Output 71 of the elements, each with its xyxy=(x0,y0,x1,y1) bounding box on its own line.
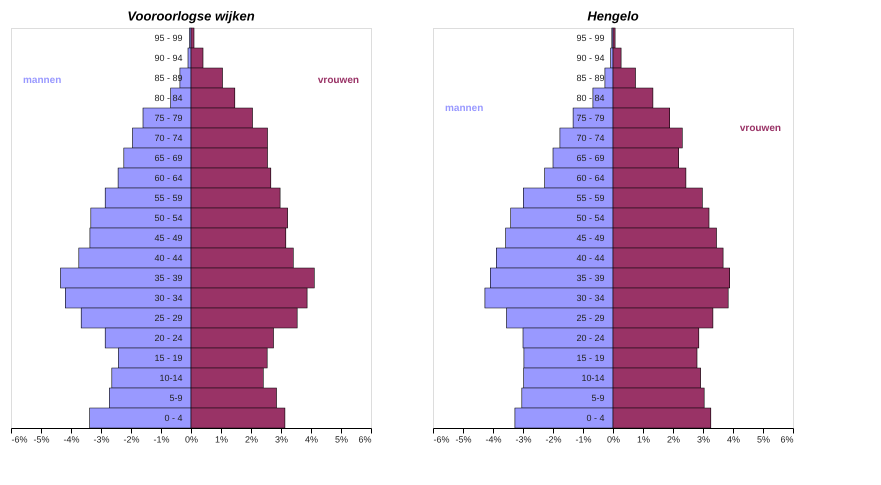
y-tick-label: 10-14 xyxy=(581,373,604,383)
chart-title: Vooroorlogse wijken xyxy=(127,8,255,24)
y-tick-label: 55 - 59 xyxy=(576,193,604,203)
x-tick-label: -6% xyxy=(12,434,28,444)
y-tick-label: 45 - 49 xyxy=(154,233,182,243)
chart-title: Hengelo xyxy=(587,8,639,24)
y-tick-label: 90 - 94 xyxy=(154,53,182,63)
y-tick-label: 65 - 69 xyxy=(154,153,182,163)
text: vrouwen xyxy=(318,75,359,86)
y-tick-label: 95 - 99 xyxy=(576,33,604,43)
y-tick-label: 45 - 49 xyxy=(576,233,604,243)
x-tick-label: 0% xyxy=(184,434,198,444)
y-tick-label: 20 - 24 xyxy=(154,333,182,343)
x-tick-label: 6% xyxy=(358,434,372,444)
y-tick-label: 10-14 xyxy=(159,373,182,383)
x-tick-label: -2% xyxy=(123,434,140,444)
x-tick-label: 2% xyxy=(244,434,258,444)
x-tick-label: 2% xyxy=(666,434,680,444)
text: vrouwen xyxy=(740,123,781,134)
y-tick-label: 50 - 54 xyxy=(154,213,182,223)
x-tick-label: 3% xyxy=(696,434,710,444)
y-tick-label: 25 - 29 xyxy=(576,313,604,323)
y-tick-label: 30 - 34 xyxy=(576,293,604,303)
x-tick-label: -5% xyxy=(455,434,472,444)
y-tick-label: 75 - 79 xyxy=(576,113,604,123)
x-tick-label: 5% xyxy=(756,434,770,444)
y-tick-label: 80 - 84 xyxy=(154,93,182,103)
y-tick-label: 80 - 84 xyxy=(576,93,604,103)
y-tick-label: 90 - 94 xyxy=(576,53,604,63)
y-tick-label: 85 - 89 xyxy=(576,73,604,83)
y-tick-label: 75 - 79 xyxy=(154,113,182,123)
x-tick-label: 1% xyxy=(636,434,650,444)
x-tick-label: -2% xyxy=(545,434,562,444)
x-tick-label: 6% xyxy=(780,434,794,444)
x-tick-label: -1% xyxy=(153,434,170,444)
text: mannen xyxy=(23,75,62,86)
y-tick-label: 70 - 74 xyxy=(576,133,604,143)
y-tick-label: 70 - 74 xyxy=(154,133,182,143)
text: mannen xyxy=(445,103,484,114)
y-tick-label: 40 - 44 xyxy=(154,253,182,263)
y-tick-label: 40 - 44 xyxy=(576,253,604,263)
y-tick-label: 55 - 59 xyxy=(154,193,182,203)
x-tick-label: -6% xyxy=(434,434,450,444)
y-tick-label: 30 - 34 xyxy=(154,293,182,303)
x-tick-label: -3% xyxy=(515,434,532,444)
x-tick-label: -4% xyxy=(485,434,502,444)
x-tick-label: -4% xyxy=(63,434,80,444)
y-tick-label: 65 - 69 xyxy=(576,153,604,163)
y-tick-label: 50 - 54 xyxy=(576,213,604,223)
y-tick-label: 5-9 xyxy=(591,393,604,403)
x-tick-label: 0% xyxy=(606,434,620,444)
y-tick-label: 0 - 4 xyxy=(164,413,182,423)
y-tick-label: 95 - 99 xyxy=(154,33,182,43)
y-tick-label: 60 - 64 xyxy=(576,173,604,183)
y-tick-label: 5-9 xyxy=(169,393,182,403)
y-tick-label: 20 - 24 xyxy=(576,333,604,343)
y-tick-label: 60 - 64 xyxy=(154,173,182,183)
x-tick-label: 5% xyxy=(334,434,348,444)
x-tick-label: -3% xyxy=(93,434,110,444)
x-tick-label: 1% xyxy=(214,434,228,444)
x-tick-label: 4% xyxy=(726,434,740,444)
y-tick-label: 25 - 29 xyxy=(154,313,182,323)
y-tick-label: 0 - 4 xyxy=(586,413,604,423)
x-tick-label: 4% xyxy=(304,434,318,444)
x-tick-label: -5% xyxy=(33,434,50,444)
y-tick-label: 35 - 39 xyxy=(154,273,182,283)
x-tick-label: -1% xyxy=(575,434,592,444)
y-tick-label: 15 - 19 xyxy=(576,353,604,363)
x-tick-label: 3% xyxy=(274,434,288,444)
y-tick-label: 15 - 19 xyxy=(154,353,182,363)
y-tick-label: 35 - 39 xyxy=(576,273,604,283)
